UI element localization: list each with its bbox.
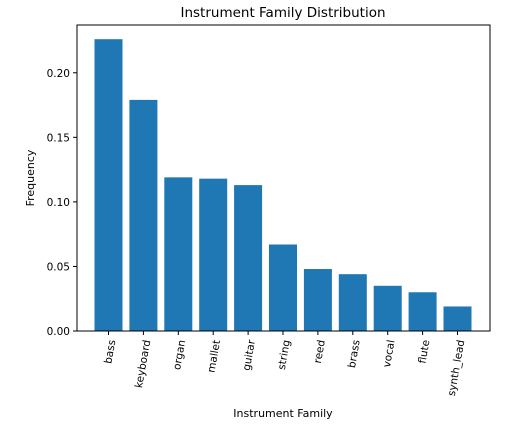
- bar-synth_lead: [443, 306, 472, 331]
- y-tick-label: 0.15: [47, 132, 70, 144]
- bars-group: [94, 39, 472, 332]
- bar-organ: [164, 177, 193, 331]
- plot-frame: [76, 24, 491, 332]
- x-tick-label-vocal: vocal: [381, 339, 398, 368]
- x-axis-label: Instrument Family: [233, 407, 333, 420]
- bar-keyboard: [129, 99, 158, 331]
- x-tick-label-reed: reed: [312, 339, 328, 364]
- x-axis: bass keyboard organ mallet guitar string reed b…: [102, 331, 467, 397]
- x-tick-label-guitar: guitar: [241, 338, 258, 371]
- x-tick-label-bass: bass: [102, 339, 118, 365]
- x-tick-label-keyboard: keyboard: [133, 339, 153, 389]
- x-tick-label-brass: brass: [346, 339, 363, 369]
- bar-bass: [94, 39, 123, 332]
- bar-mallet: [199, 178, 228, 331]
- y-tick-label: 0.10: [47, 197, 70, 209]
- bar-vocal: [373, 285, 402, 331]
- bar-string: [269, 244, 297, 331]
- bar-reed: [303, 269, 332, 331]
- y-tick-label: 0.00: [47, 326, 70, 338]
- bar-guitar: [234, 185, 263, 331]
- x-tick-label-synth_lead: synth_lead: [446, 339, 468, 397]
- x-tick-label-organ: organ: [171, 339, 188, 371]
- x-tick-label-mallet: mallet: [206, 339, 224, 374]
- y-axis: 0.00 0.05 0.10 0.15 0.20: [47, 68, 77, 338]
- y-axis-label: Frequency: [24, 149, 37, 206]
- x-tick-label-flute: flute: [417, 339, 433, 365]
- y-tick-label: 0.05: [47, 261, 70, 273]
- y-tick-label: 0.20: [47, 68, 70, 80]
- bar-flute: [408, 292, 437, 331]
- chart-title: Instrument Family Distribution: [180, 5, 385, 21]
- bar-brass: [338, 274, 367, 331]
- x-tick-label-string: string: [276, 339, 293, 371]
